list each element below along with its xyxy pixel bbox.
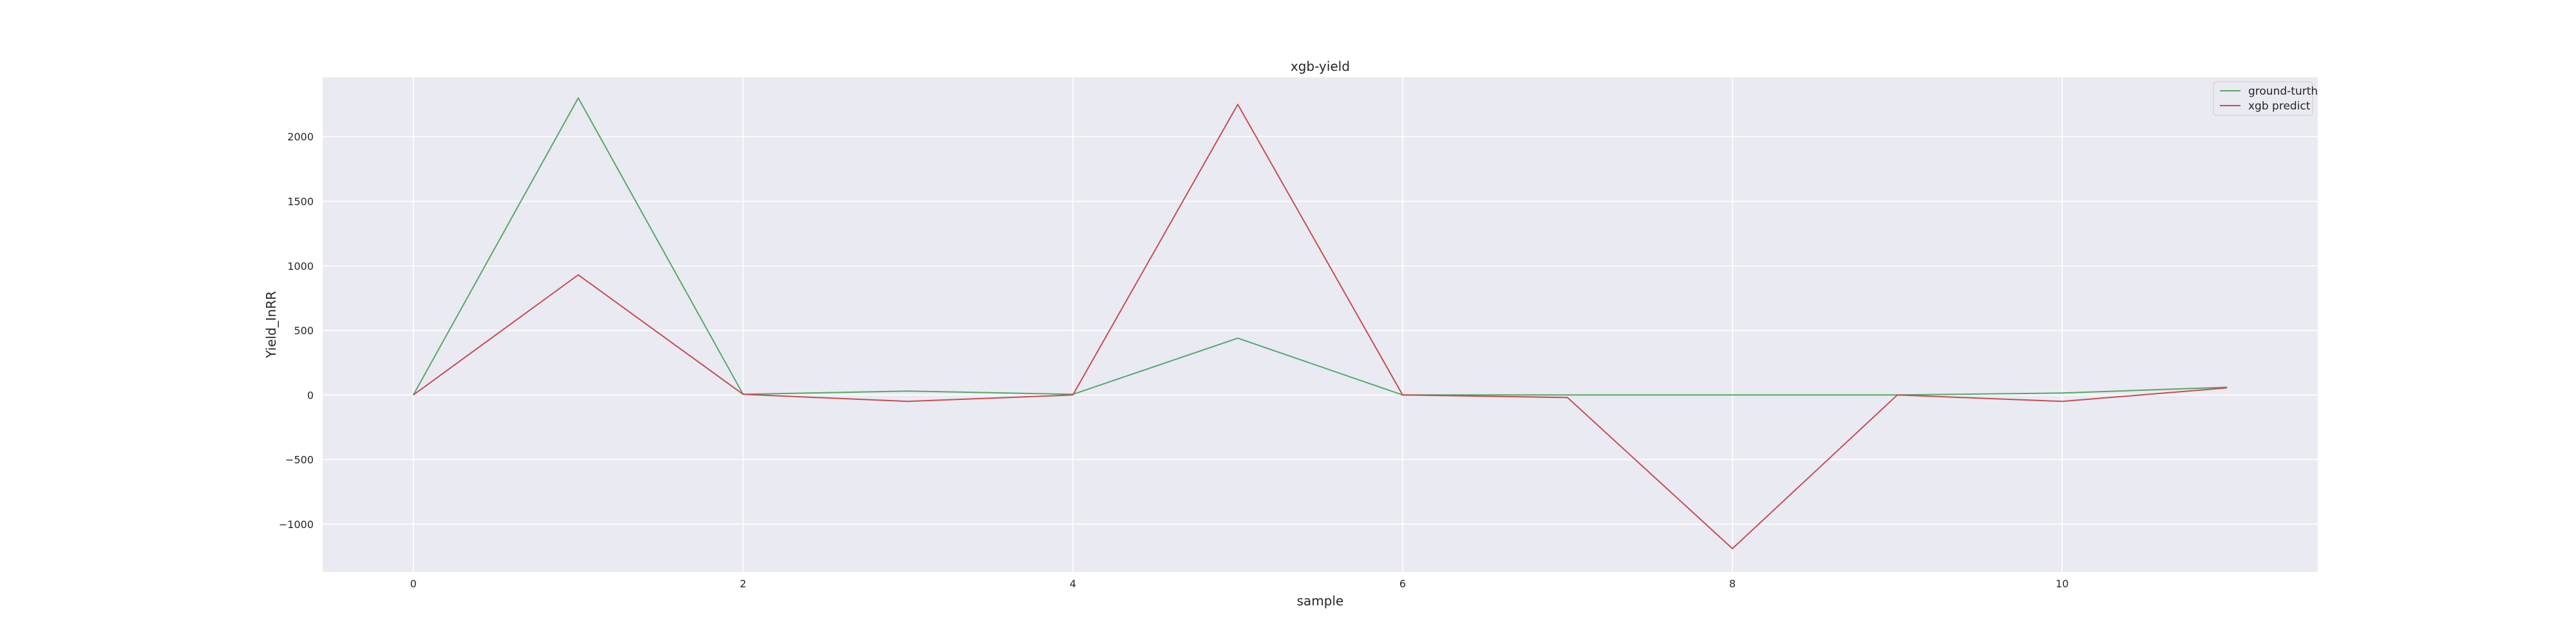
- y-tick-label: 0: [307, 389, 314, 401]
- y-tick-label: −1000: [279, 518, 314, 531]
- x-tick-label: 4: [1070, 578, 1076, 590]
- y-tick-label: 1500: [287, 196, 314, 208]
- y-axis-label: Yield_InRR: [263, 291, 279, 359]
- x-tick-label: 2: [740, 578, 746, 590]
- series-line-xgb-predict: [413, 104, 2228, 549]
- x-tick-label: 6: [1399, 578, 1406, 590]
- y-tick-label: 1000: [287, 260, 314, 272]
- y-tick-label: 500: [294, 325, 314, 337]
- plot-area: [323, 77, 2318, 572]
- y-tick-label: 2000: [287, 131, 314, 143]
- legend: ground-turth xgb predict: [2213, 81, 2318, 116]
- legend-label: ground-turth: [2248, 85, 2318, 98]
- x-tick-label: 8: [1729, 578, 1736, 590]
- series-line-ground-truth: [412, 97, 2228, 396]
- x-tick-label: 0: [410, 578, 417, 590]
- legend-label: xgb predict: [2248, 100, 2311, 113]
- series-lines: [412, 97, 2228, 549]
- grid-lines: [323, 77, 2318, 572]
- tick-labels: 0 2 4 6 8 10 −1000 −500 0 500 1000 1500 2000: [279, 131, 2069, 590]
- x-tick-label: 10: [2056, 578, 2069, 590]
- chart-title: xgb-yield: [1291, 59, 1350, 74]
- x-axis-label: sample: [1297, 593, 1344, 609]
- y-tick-label: −500: [285, 454, 314, 466]
